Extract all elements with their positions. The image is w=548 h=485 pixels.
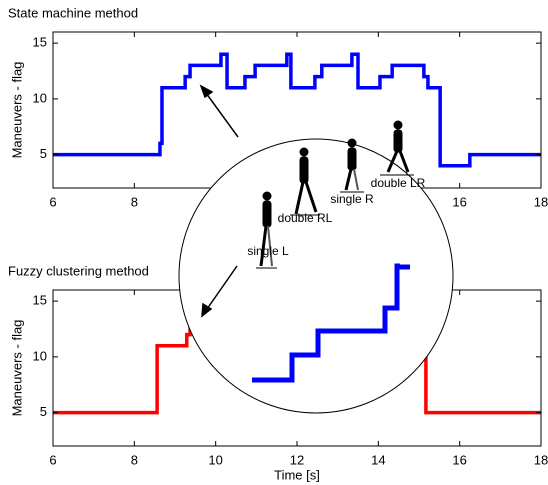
inset-label: double LR xyxy=(371,176,426,190)
arrow xyxy=(205,92,239,138)
chart-title: State machine method xyxy=(8,5,138,20)
walker xyxy=(380,120,414,176)
inset-staircase xyxy=(252,263,410,383)
walker xyxy=(256,191,277,269)
x-tick-label: 6 xyxy=(49,452,56,467)
arrow-head xyxy=(201,302,213,318)
x-tick-label: 18 xyxy=(534,194,548,209)
x-tick-label: 14 xyxy=(371,452,385,467)
x-tick-label: 16 xyxy=(452,452,466,467)
arrow xyxy=(206,265,238,310)
x-tick-label: 6 xyxy=(49,194,56,209)
chart-title: Fuzzy clustering method xyxy=(8,263,149,278)
y-tick-label: 15 xyxy=(33,35,47,50)
arrows xyxy=(199,84,239,318)
inset-label: double RL xyxy=(278,211,333,225)
y-tick-label: 10 xyxy=(33,348,47,363)
x-tick-label: 8 xyxy=(131,194,138,209)
inset-circle xyxy=(178,138,454,414)
y-tick-label: 5 xyxy=(40,404,47,419)
x-tick-label: 10 xyxy=(208,452,222,467)
walkers xyxy=(256,120,414,269)
x-axis-label: Time [s] xyxy=(274,467,320,482)
x-tick-label: 12 xyxy=(290,452,304,467)
inset: single L double RL single R double LR xyxy=(178,120,454,414)
data-line xyxy=(53,52,541,168)
y-axis-label: Maneuvers - flag xyxy=(9,62,24,159)
x-tick-label: 8 xyxy=(131,452,138,467)
walker xyxy=(340,138,364,193)
y-tick-label: 15 xyxy=(33,293,47,308)
y-tick-label: 5 xyxy=(40,146,47,161)
walker xyxy=(290,147,320,216)
x-tick-label: 16 xyxy=(452,194,466,209)
x-tick-label: 18 xyxy=(534,452,548,467)
y-tick-label: 10 xyxy=(33,90,47,105)
inset-label: single L xyxy=(247,244,289,258)
arrow-head xyxy=(199,84,214,99)
inset-label: single R xyxy=(330,192,374,206)
y-axis-label: Maneuvers - flag xyxy=(9,320,24,417)
